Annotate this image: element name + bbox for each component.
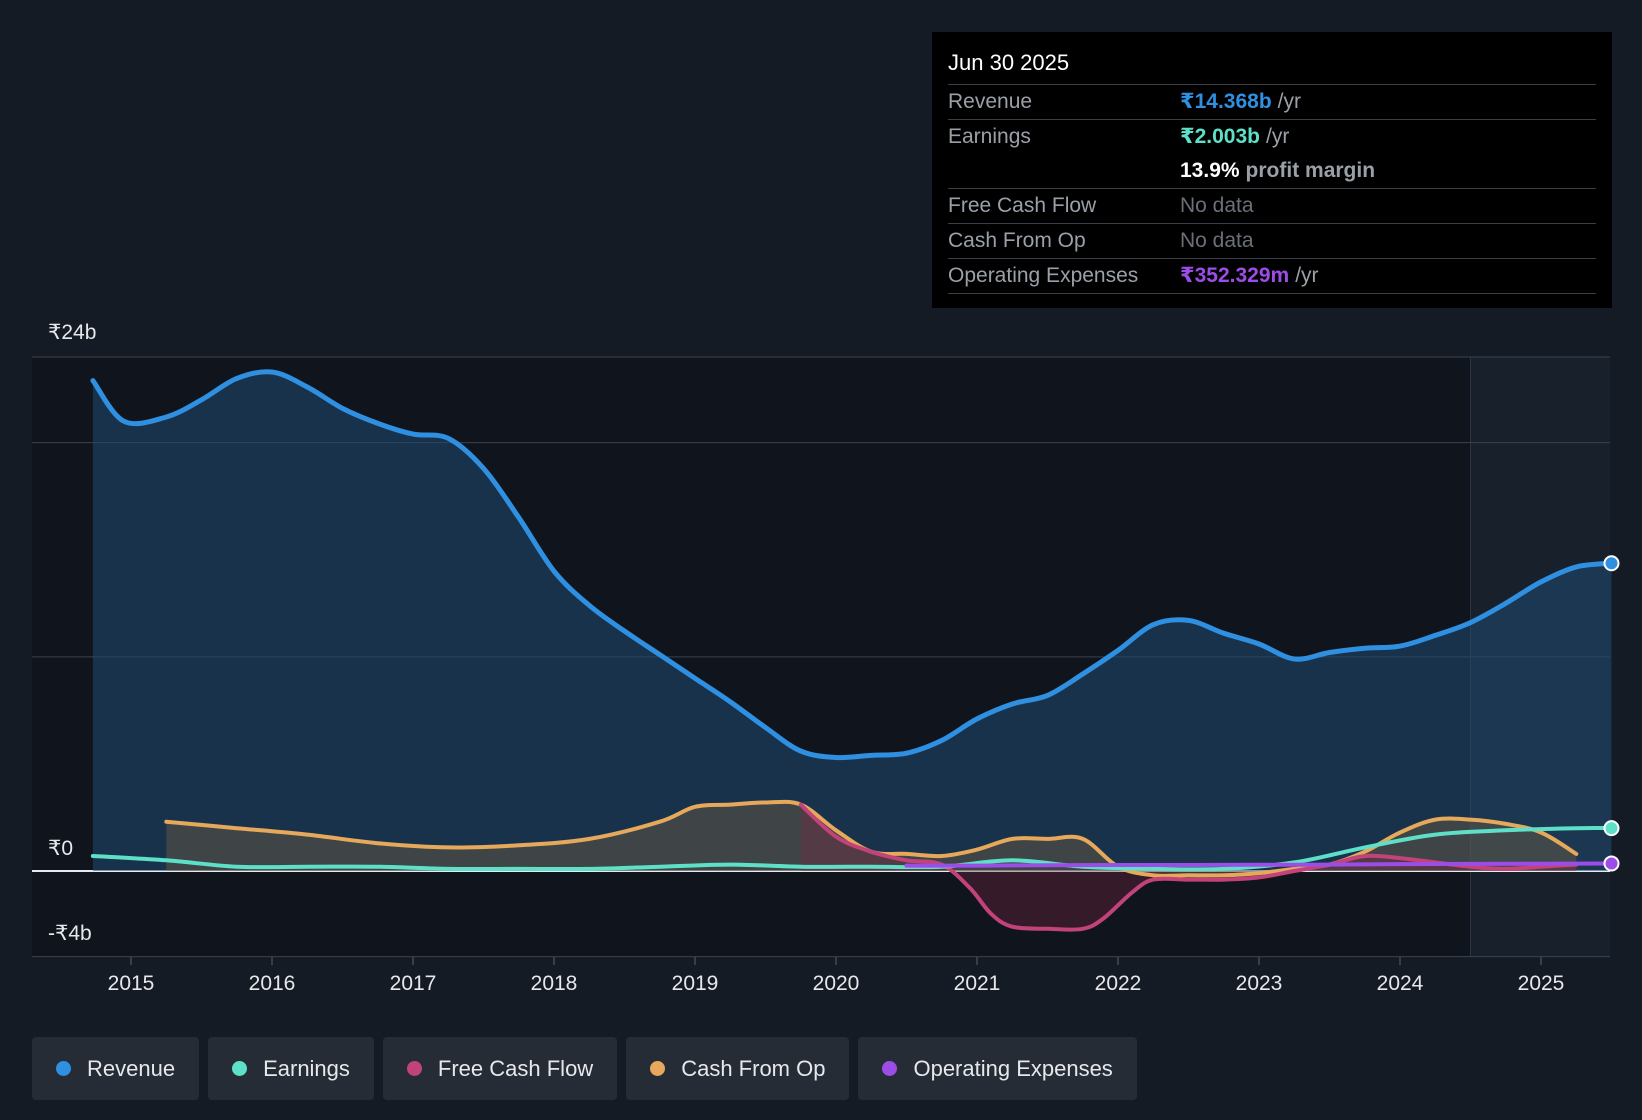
- cfo-area: [166, 801, 1577, 876]
- tooltip-unit: /yr: [1277, 90, 1301, 113]
- tooltip-value: ₹14.368b: [1180, 90, 1272, 113]
- revenue-end-point: [1603, 555, 1620, 572]
- tooltip-row-margin: 13.9% profit margin: [948, 154, 1596, 189]
- tooltip-value: No data: [1180, 229, 1254, 252]
- fcf-dot-icon: [406, 1061, 422, 1076]
- legend-item-fcf[interactable]: Free Cash Flow: [382, 1037, 618, 1100]
- opex-dot-icon: [882, 1061, 898, 1076]
- revenue-area: [92, 371, 1612, 871]
- y-tick-label: ₹24b: [48, 321, 96, 344]
- tooltip-value: ₹352.329m: [1180, 264, 1290, 287]
- earnings-end-point: [1603, 820, 1620, 837]
- x-tick-label: 2018: [531, 972, 578, 995]
- x-tick-label: 2020: [813, 972, 860, 995]
- tooltip-label: Operating Expenses: [948, 264, 1139, 287]
- tooltip-margin-value: 13.9%: [1180, 159, 1240, 182]
- legend-item-cfo[interactable]: Cash From Op: [626, 1037, 850, 1100]
- opex-end-point: [1603, 855, 1620, 872]
- x-tick-label: 2017: [390, 972, 437, 995]
- fcf-area: [800, 804, 1577, 930]
- x-tick-label: 2016: [249, 972, 296, 995]
- revenue-line: [90, 369, 1614, 761]
- tooltip-row-fcf: Free Cash Flow No data: [948, 189, 1596, 224]
- legend-item-opex[interactable]: Operating Expenses: [858, 1037, 1137, 1100]
- legend-label: Cash From Op: [681, 1055, 826, 1081]
- tooltip-row-opex: Operating Expenses ₹352.329m /yr: [948, 259, 1596, 294]
- tooltip-row-cfo: Cash From Op No data: [948, 224, 1596, 259]
- tooltip-date: Jun 30 2025: [948, 48, 1596, 85]
- tooltip-margin-label: profit margin: [1245, 159, 1376, 182]
- axis-labels: ₹24b ₹0 -₹4b 2015 2016 2017 2018 2019 2020 2021 20…: [48, 321, 1564, 995]
- x-tick-label: 2021: [954, 972, 1001, 995]
- earnings-dot-icon: [232, 1061, 248, 1076]
- x-tick-label: 2022: [1095, 972, 1142, 995]
- opex-line: [904, 861, 1614, 868]
- x-tick-label: 2025: [1518, 972, 1565, 995]
- x-tick-label: 2023: [1236, 972, 1283, 995]
- tooltip-label: Revenue: [948, 90, 1033, 113]
- legend-label: Free Cash Flow: [437, 1055, 594, 1081]
- x-tick-label: 2015: [108, 972, 155, 995]
- x-tick-label: 2019: [672, 972, 719, 995]
- legend-item-earnings[interactable]: Earnings: [208, 1037, 374, 1100]
- tooltip-panel: Jun 30 2025 Revenue ₹14.368b /yr Earning…: [932, 32, 1612, 308]
- tooltip-unit: /yr: [1266, 125, 1290, 148]
- series-lines: [90, 369, 1614, 932]
- x-tick-label: 2024: [1377, 972, 1424, 995]
- revenue-dot-icon: [56, 1061, 71, 1076]
- series-areas: [92, 371, 1612, 930]
- y-tick-label: -₹4b: [48, 922, 92, 945]
- cfo-dot-icon: [650, 1061, 666, 1076]
- tooltip-value: No data: [1180, 194, 1254, 217]
- tooltip-value: ₹2.003b: [1180, 125, 1260, 148]
- tooltip-row-revenue: Revenue ₹14.368b /yr: [948, 85, 1596, 120]
- tooltip-label: Free Cash Flow: [948, 194, 1097, 217]
- legend-label: Revenue: [87, 1055, 176, 1081]
- series-end-dots: [1603, 555, 1620, 872]
- legend: Revenue Earnings Free Cash Flow Cash Fro…: [32, 1037, 1137, 1100]
- y-tick-label: ₹0: [48, 837, 73, 860]
- legend-label: Earnings: [263, 1055, 350, 1081]
- tooltip-row-earnings: Earnings ₹2.003b /yr: [948, 120, 1596, 154]
- tooltip-label: Earnings: [948, 125, 1031, 148]
- tooltip-unit: /yr: [1295, 264, 1319, 287]
- tooltip-label: Cash From Op: [948, 229, 1086, 252]
- earnings-line: [90, 825, 1614, 872]
- legend-item-revenue[interactable]: Revenue: [32, 1037, 200, 1100]
- legend-label: Operating Expenses: [913, 1055, 1113, 1081]
